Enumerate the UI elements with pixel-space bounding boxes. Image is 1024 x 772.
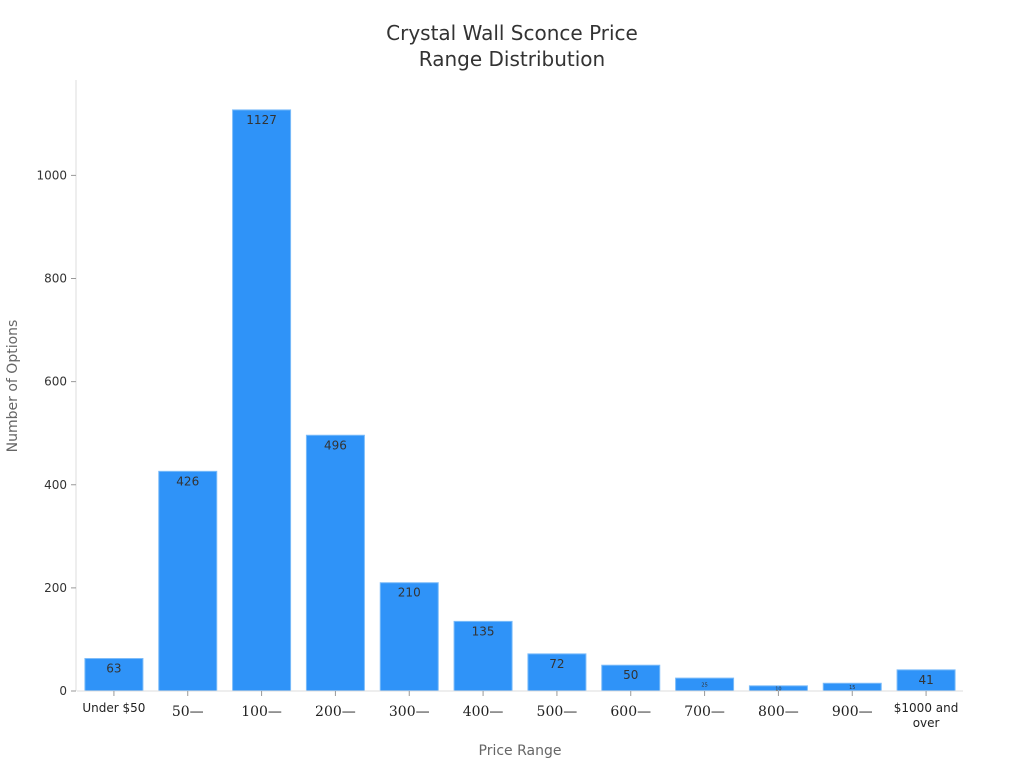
bar (379, 582, 439, 692)
bar-value-label: 210 (398, 586, 421, 600)
x-tick-label: 200— (315, 704, 356, 720)
x-tick-label: 900— (832, 704, 873, 720)
x-tick-label: 500— (537, 704, 578, 720)
y-tick-label: 200 (44, 581, 67, 595)
chart-title-line-1: Crystal Wall Sconce Price (386, 21, 638, 45)
bar (601, 664, 661, 692)
bar-value-label: 496 (324, 438, 347, 452)
x-tick-label: 100— (241, 704, 282, 720)
chart-title-line-2: Range Distribution (419, 47, 605, 71)
y-tick-label: 1000 (36, 168, 67, 182)
bar (232, 109, 292, 692)
x-axis-label: Price Range (479, 743, 562, 759)
x-tick-label: over (913, 716, 940, 730)
bar (158, 470, 218, 692)
bar-value-label: 10 (775, 686, 781, 692)
x-tick-label: 400— (463, 704, 504, 720)
bar (527, 653, 587, 692)
x-tick-label: 700— (684, 704, 725, 720)
bar-value-label: 15 (849, 685, 855, 691)
bar-value-label: 1127 (246, 113, 277, 127)
y-tick-label: 0 (59, 684, 67, 698)
y-tick-label: 400 (44, 478, 67, 492)
y-axis-label: Number of Options (5, 320, 21, 453)
bar-value-label: 25 (701, 683, 707, 689)
y-tick-label: 600 (44, 375, 67, 389)
bar (453, 620, 513, 692)
x-tick-label: $1000 and (894, 701, 959, 715)
bar (305, 434, 365, 692)
bar-value-label: 50 (623, 668, 638, 682)
x-tick-label: 800— (758, 704, 799, 720)
bar-value-label: 135 (472, 624, 495, 638)
y-tick-label: 800 (44, 272, 67, 286)
bar-value-label: 63 (106, 662, 121, 676)
x-tick-label: 600— (610, 704, 651, 720)
x-tick-label: 50— (172, 704, 204, 720)
x-tick-label: 300— (389, 704, 430, 720)
bar-value-label: 426 (176, 474, 199, 488)
bar-value-label: 41 (918, 673, 933, 687)
bar-value-label: 72 (549, 657, 564, 671)
x-tick-label: Under $50 (82, 701, 145, 715)
